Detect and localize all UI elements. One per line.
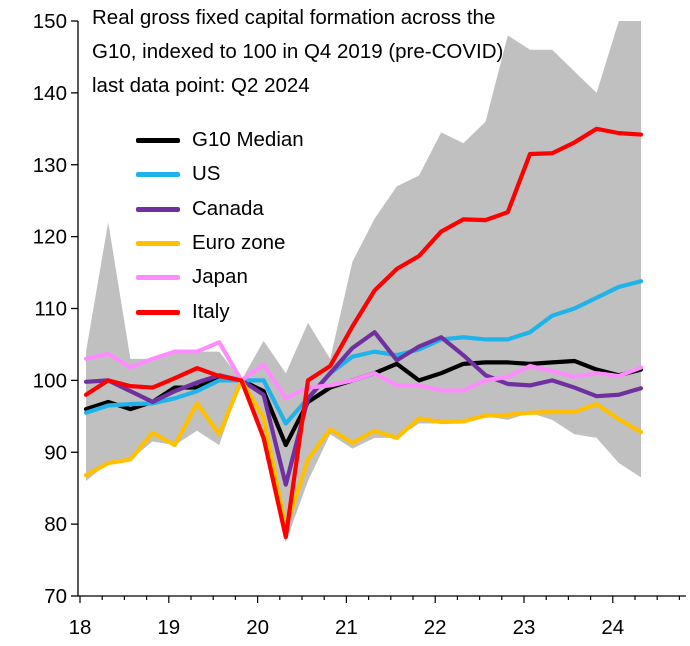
legend-swatch [136, 309, 180, 315]
y-tick-label: 110 [34, 298, 67, 321]
legend-label: US [192, 162, 221, 185]
y-tick-label: 80 [44, 513, 67, 536]
x-tick-label: 19 [157, 616, 180, 639]
x-tick-label: 21 [335, 616, 358, 639]
legend-label: Italy [192, 300, 230, 323]
legend-label: Japan [192, 265, 248, 288]
y-tick-label: 70 [44, 585, 67, 608]
x-tick-label: 22 [424, 616, 447, 639]
y-tick-label: 140 [33, 82, 67, 105]
legend-label: Euro zone [192, 231, 286, 254]
axes: 70 80 90 100 110 120 130 140 150 18 19 20 21 22 23 24 [33, 10, 686, 639]
y-tick-label: 130 [33, 154, 67, 177]
y-tick-label: 90 [44, 441, 67, 464]
legend-swatch [136, 240, 180, 246]
chart-title-line-2: G10, indexed to 100 in Q4 2019 (pre-COVI… [92, 40, 504, 63]
series-line-italy [83, 126, 644, 540]
chart-title-line-1: Real gross fixed capital formation acros… [92, 6, 496, 29]
x-tick-label: 18 [69, 616, 92, 639]
legend-item-japan: Japan [136, 265, 248, 289]
legend-item-g10-median: G10 Median [136, 128, 304, 152]
y-tick-label: 150 [33, 10, 67, 33]
series-lines [83, 126, 644, 540]
series-line-us [83, 279, 644, 426]
legend-label: G10 Median [192, 128, 304, 151]
legend-swatch [136, 206, 180, 212]
legend-item-italy: Italy [136, 300, 230, 324]
chart-title-line-3: last data point: Q2 2024 [92, 74, 310, 97]
min-max-range-band [86, 21, 641, 543]
legend-label: Canada [192, 197, 264, 220]
y-tick-label: 100 [33, 369, 67, 392]
legend-item-us: US [136, 162, 220, 186]
x-tick-label: 23 [513, 616, 536, 639]
legend-swatch [136, 137, 180, 143]
legend-item-euro-zone: Euro zone [136, 231, 285, 255]
series-line-canada [83, 330, 644, 487]
x-tick-label: 20 [246, 616, 269, 639]
y-tick-label: 120 [33, 226, 67, 249]
series-line-japan [83, 340, 644, 401]
legend-swatch [136, 274, 180, 280]
legend-item-canada: Canada [136, 197, 264, 221]
range-band [86, 21, 641, 543]
legend-swatch [136, 171, 180, 177]
x-tick-label: 24 [601, 616, 624, 639]
series-line-euro-zone [83, 378, 644, 530]
